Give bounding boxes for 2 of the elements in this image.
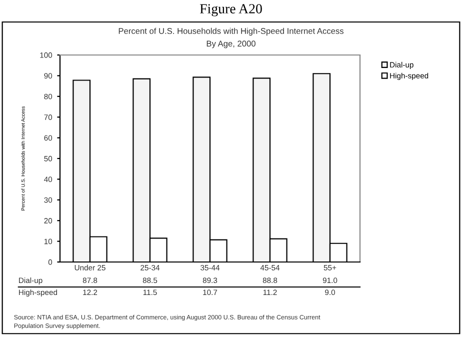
- chart-subtitle: Percent of U.S. Households with High-Speed Internet Access By Age, 2000: [118, 28, 344, 48]
- chart-title: Figure A20: [200, 4, 262, 16]
